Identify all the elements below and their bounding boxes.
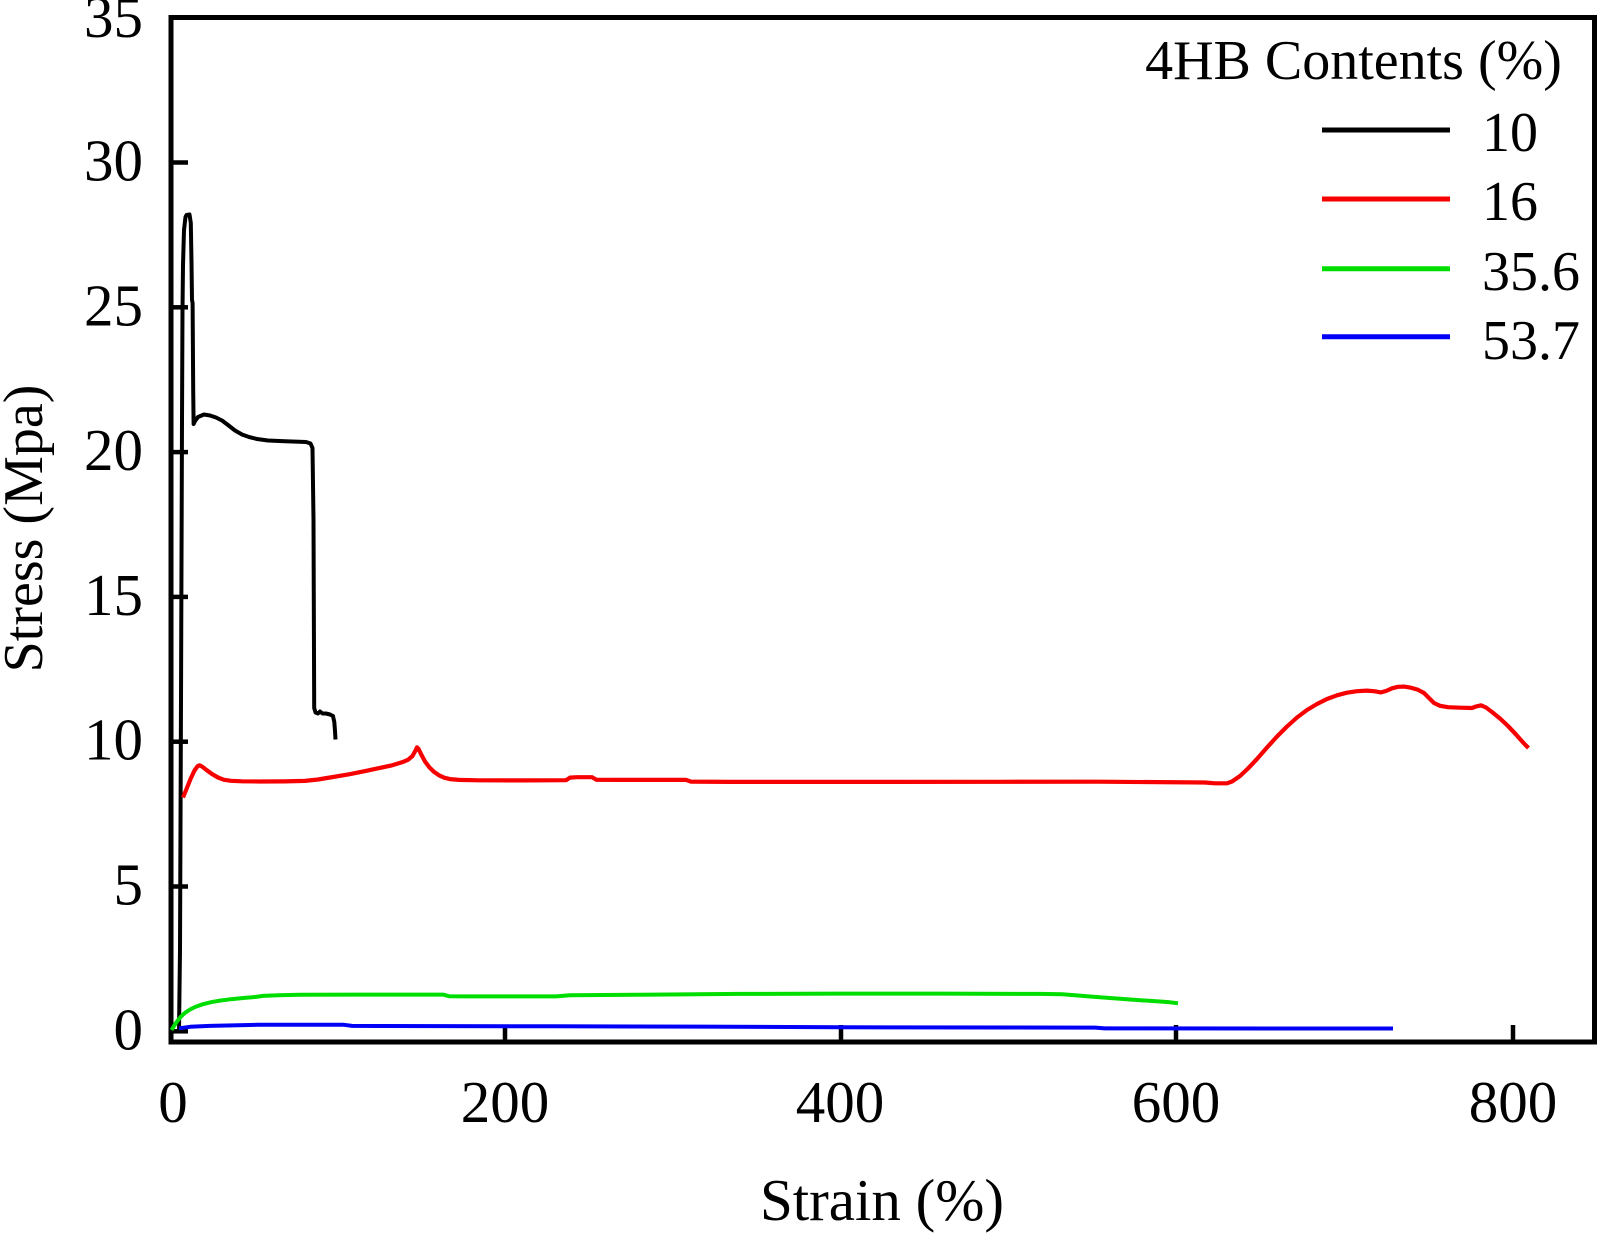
svg-text:0: 0 [158,1069,188,1135]
svg-text:800: 800 [1469,1069,1558,1135]
svg-text:30: 30 [84,128,143,194]
svg-text:5: 5 [114,852,144,918]
svg-text:4HB Contents (%): 4HB Contents (%) [1145,30,1562,92]
svg-text:10: 10 [1482,102,1538,164]
svg-text:Strain (%): Strain (%) [760,1167,1004,1233]
svg-text:25: 25 [84,272,143,338]
svg-text:600: 600 [1132,1069,1221,1135]
svg-text:10: 10 [84,707,143,773]
svg-text:200: 200 [461,1069,550,1135]
svg-text:15: 15 [84,562,143,628]
svg-text:35.6: 35.6 [1482,241,1580,303]
svg-text:400: 400 [796,1069,885,1135]
svg-text:16: 16 [1482,171,1538,233]
svg-text:35: 35 [84,0,143,50]
svg-text:0: 0 [114,996,144,1062]
svg-text:20: 20 [84,417,143,483]
svg-text:Stress (Mpa): Stress (Mpa) [0,385,55,673]
svg-text:53.7: 53.7 [1482,310,1580,372]
